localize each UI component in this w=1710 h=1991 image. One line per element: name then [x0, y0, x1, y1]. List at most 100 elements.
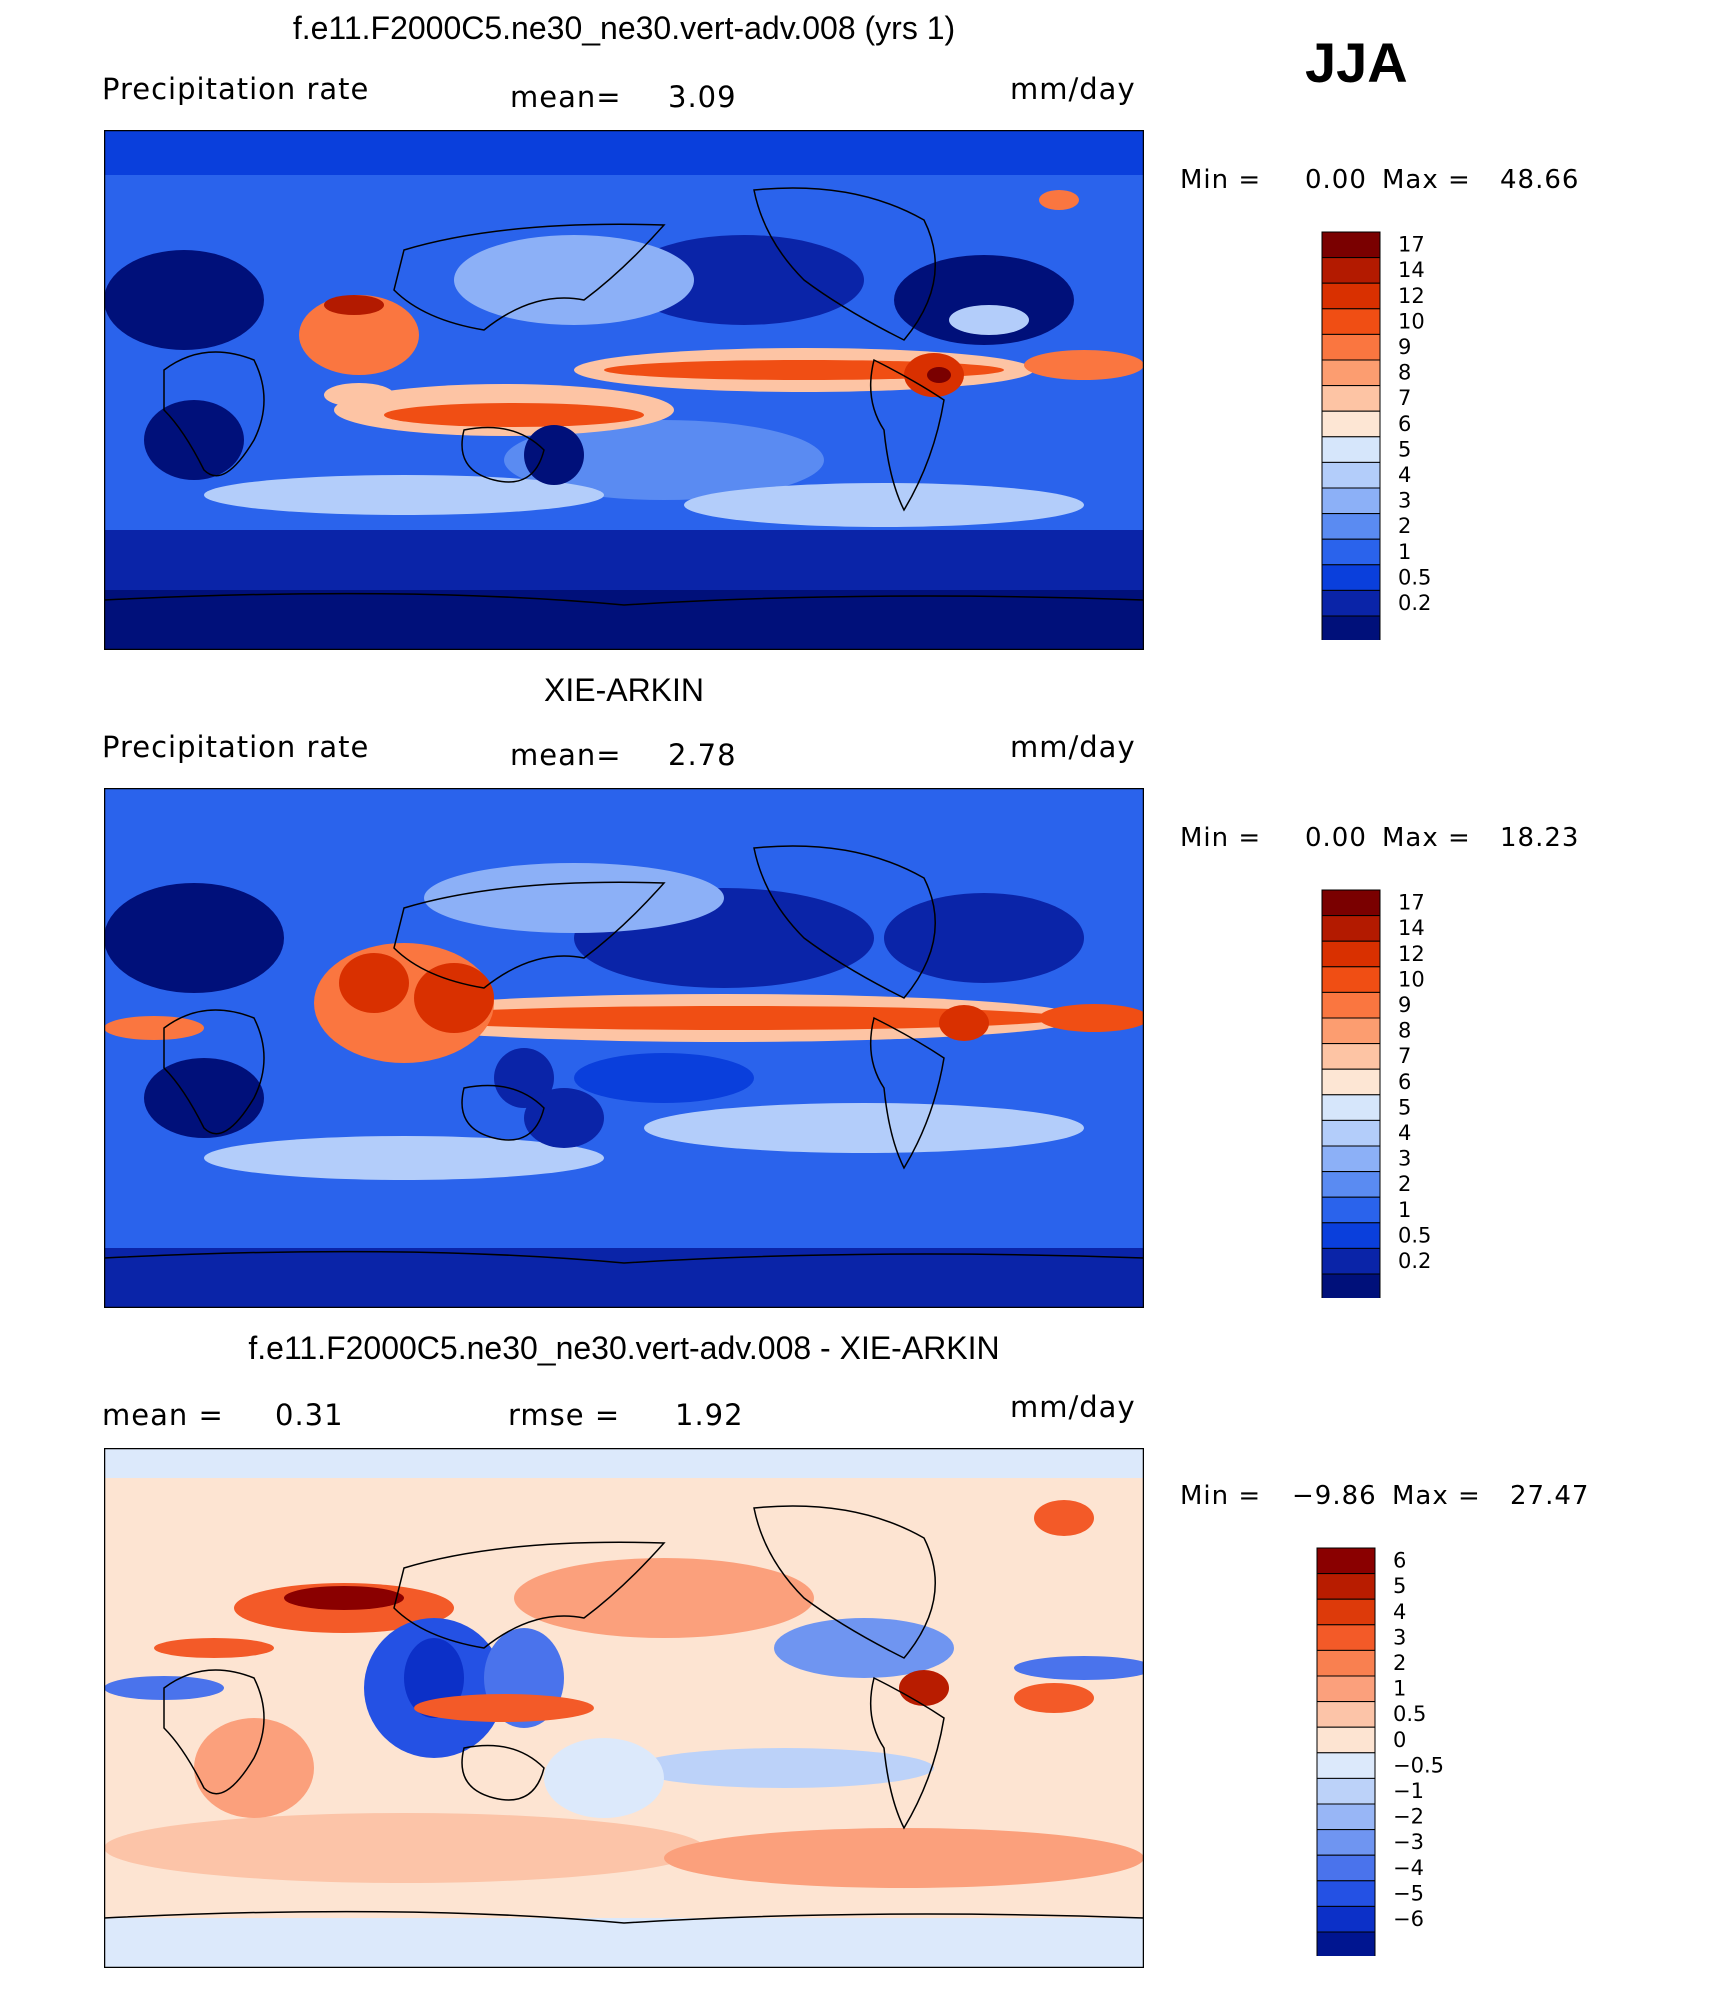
- panel-3-units: mm/day: [1010, 1390, 1136, 1424]
- colorbar-swatch: [1321, 1017, 1381, 1045]
- colorbar-swatch: [1321, 487, 1381, 515]
- panel-2-precipitation-map: [104, 788, 1144, 1308]
- panel-2-variable-label: Precipitation rate: [102, 730, 370, 764]
- panel-2-max-value: 18.23: [1500, 823, 1580, 853]
- panel-1-units: mm/day: [1010, 72, 1136, 106]
- colorbar-tick-label: 14: [1398, 916, 1425, 940]
- colorbar-tick-label: 7: [1398, 386, 1411, 410]
- colorbar-swatch: [1316, 1701, 1376, 1728]
- colorbar-tick-label: 3: [1393, 1625, 1406, 1649]
- colorbar-tick-label: 1: [1398, 540, 1411, 564]
- colorbar-swatch: [1316, 1726, 1376, 1754]
- colorbar-tick-label: 4: [1393, 1600, 1406, 1624]
- colorbar-swatch: [1321, 538, 1381, 566]
- colorbar-swatch: [1321, 257, 1381, 284]
- colorbar-swatch: [1316, 1598, 1376, 1626]
- panel-3-mean-label: mean =: [102, 1398, 224, 1432]
- colorbar-swatch: [1321, 1222, 1381, 1249]
- panel-3-title: f.e11.F2000C5.ne30_ne30.vert-adv.008 - X…: [248, 1330, 1000, 1366]
- colorbar-tick-label: 0.5: [1398, 1223, 1431, 1247]
- colorbar-tick-label: −1: [1393, 1779, 1424, 1803]
- panel-3-difference-map: [104, 1448, 1144, 1968]
- colorbar-tick-label: 6: [1393, 1549, 1406, 1573]
- colorbar-swatch: [1316, 1931, 1376, 1956]
- colorbar-swatch: [1321, 513, 1381, 540]
- colorbar-tick-label: 8: [1398, 361, 1411, 385]
- colorbar-swatch: [1321, 1273, 1381, 1298]
- colorbar-swatch: [1316, 1829, 1376, 1856]
- colorbar-swatch: [1321, 461, 1381, 489]
- colorbar-tick-label: 5: [1398, 437, 1411, 461]
- colorbar-swatch: [1316, 1547, 1376, 1575]
- colorbar-swatch: [1321, 589, 1381, 617]
- colorbar-swatch: [1321, 966, 1381, 993]
- colorbar-swatch: [1321, 1145, 1381, 1173]
- colorbar-tick-label: 8: [1398, 1019, 1411, 1043]
- panel-3-min-label: Min =: [1180, 1481, 1262, 1511]
- colorbar-swatch: [1316, 1777, 1376, 1805]
- colorbar-tick-label: 4: [1398, 1121, 1411, 1145]
- colorbar-swatch: [1321, 1094, 1381, 1121]
- colorbar-swatch: [1316, 1854, 1376, 1882]
- colorbar-swatch: [1316, 1752, 1376, 1779]
- panel-1-mean-label: mean=: [510, 80, 622, 114]
- colorbar-swatch: [1321, 889, 1381, 917]
- colorbar-tick-label: −3: [1393, 1830, 1424, 1854]
- panel-2-units: mm/day: [1010, 730, 1136, 764]
- colorbar-swatch: [1316, 1803, 1376, 1831]
- colorbar-tick-label: −5: [1393, 1881, 1424, 1905]
- colorbar-swatch: [1321, 410, 1381, 438]
- panel-1-min-label: Min =: [1180, 165, 1262, 195]
- colorbar-tick-label: 2: [1398, 1172, 1411, 1196]
- panel-2-min-value: 0.00: [1305, 823, 1367, 853]
- panel-2-mean-value: 2.78: [668, 738, 737, 772]
- colorbar-swatch: [1316, 1880, 1376, 1907]
- colorbar-tick-label: 5: [1393, 1574, 1406, 1598]
- colorbar-tick-label: 1: [1393, 1677, 1406, 1701]
- colorbar-swatch: [1316, 1905, 1376, 1933]
- colorbar-tick-label: 9: [1398, 993, 1411, 1017]
- colorbar-swatch: [1316, 1675, 1376, 1703]
- panel-1-max-value: 48.66: [1500, 165, 1580, 195]
- colorbar-swatch: [1321, 991, 1381, 1019]
- panel-1-variable-label: Precipitation rate: [102, 72, 370, 106]
- colorbar-tick-label: 6: [1398, 1070, 1411, 1094]
- colorbar-swatch: [1321, 915, 1381, 942]
- panel-3-min-value: −9.86: [1292, 1481, 1377, 1511]
- colorbar-tick-label: 0.5: [1393, 1702, 1426, 1726]
- colorbar-swatch: [1321, 359, 1381, 387]
- colorbar-tick-label: 0.2: [1398, 1249, 1431, 1273]
- colorbar-swatch: [1316, 1573, 1376, 1600]
- colorbar-tick-label: 17: [1398, 891, 1425, 915]
- colorbar-swatch: [1321, 1247, 1381, 1275]
- panel-3-rmse-label: rmse =: [508, 1398, 621, 1432]
- panel-1-title: f.e11.F2000C5.ne30_ne30.vert-adv.008 (yr…: [292, 10, 956, 46]
- colorbar-swatch: [1321, 385, 1381, 412]
- colorbar-swatch: [1321, 231, 1381, 259]
- colorbar-tick-label: −4: [1393, 1856, 1424, 1880]
- colorbar-tick-label: 10: [1398, 309, 1425, 333]
- colorbar-tick-label: 5: [1398, 1095, 1411, 1119]
- colorbar-swatch: [1321, 615, 1381, 640]
- panel-3-max-label: Max =: [1392, 1481, 1481, 1511]
- colorbar-swatch: [1321, 1171, 1381, 1198]
- colorbar-tick-label: 14: [1398, 258, 1425, 282]
- colorbar-swatch: [1321, 564, 1381, 591]
- colorbar-tick-label: 0.2: [1398, 591, 1431, 615]
- colorbar-tick-label: 2: [1393, 1651, 1406, 1675]
- colorbar-swatch: [1321, 436, 1381, 463]
- colorbar-tick-label: 1: [1398, 1198, 1411, 1222]
- panel-2-min-label: Min =: [1180, 823, 1262, 853]
- colorbar-tick-label: −0.5: [1393, 1753, 1444, 1777]
- colorbar-tick-label: 3: [1398, 489, 1411, 513]
- colorbar-tick-label: −6: [1393, 1907, 1424, 1931]
- colorbar-tick-label: 12: [1398, 284, 1425, 308]
- panel-3-mean-value: 0.31: [275, 1398, 344, 1432]
- colorbar-tick-label: 12: [1398, 942, 1425, 966]
- colorbar-swatch: [1321, 940, 1381, 968]
- colorbar-tick-label: 4: [1398, 463, 1411, 487]
- colorbar-tick-label: 6: [1398, 412, 1411, 436]
